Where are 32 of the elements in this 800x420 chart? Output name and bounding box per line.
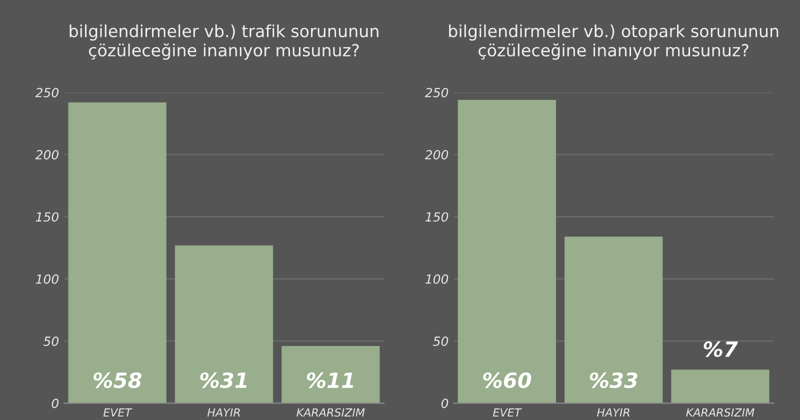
y-tick-label: 0 — [441, 398, 448, 408]
y-tick-label: 250 — [424, 88, 448, 98]
y-tick-label: 100 — [425, 274, 448, 284]
chart-title: bilgilendirmeler vb.) otopark sorununun çözüleceğine inanıyor musunuz? — [449, 24, 778, 60]
y-tick-label: 100 — [36, 274, 59, 284]
y-tick-label: 150 — [36, 212, 59, 222]
annotation: %60 — [483, 372, 532, 388]
y-tick-label: 150 — [425, 212, 448, 222]
x-tick-label: KARARSIZIM — [686, 408, 754, 417]
bar — [458, 100, 556, 404]
chart-title: bilgilendirmeler vb.) trafik sorununun çözüleceğine inanıyor musunuz? — [70, 24, 378, 60]
x-tick-label: EVET — [103, 408, 132, 417]
x-tick-label: HAYIR — [207, 408, 240, 417]
y-tick-label: 200 — [424, 150, 448, 160]
bar — [282, 346, 380, 404]
y-tick-label: 50 — [433, 336, 448, 346]
x-tick-label: EVET — [493, 408, 522, 417]
annotation: %33 — [590, 372, 638, 388]
y-tick-label: 0 — [52, 398, 59, 408]
annotation: %11 — [306, 372, 354, 388]
y-tick-label: 250 — [35, 88, 59, 98]
annotation: %58 — [94, 372, 142, 388]
bar — [174, 245, 274, 404]
bar — [671, 370, 770, 404]
x-tick-label: HAYIR — [597, 408, 630, 417]
x-tick-label: KARARSIZIM — [296, 408, 365, 417]
bar — [68, 102, 166, 404]
annotation: %7 — [704, 341, 738, 358]
bar — [564, 236, 663, 404]
y-tick-label: 50 — [43, 336, 59, 346]
y-tick-label: 200 — [35, 150, 59, 160]
annotation: %31 — [200, 372, 246, 388]
